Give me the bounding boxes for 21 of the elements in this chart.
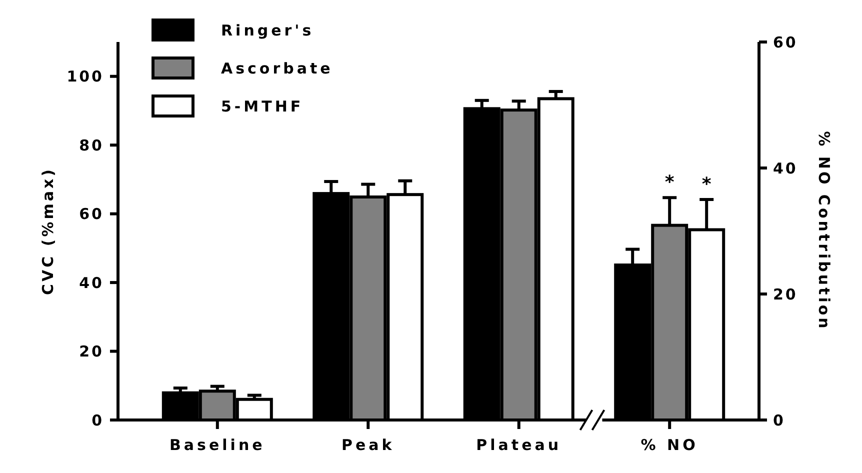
annotation: *: [664, 172, 675, 194]
y-tick-label: 80: [79, 136, 104, 154]
legend-label: Ascorbate: [221, 59, 334, 78]
y-tick-label: 20: [79, 342, 104, 361]
y2-tick-label: 20: [773, 285, 798, 304]
y-tick-label: 60: [79, 205, 104, 224]
x-tick-label: Peak: [342, 436, 395, 454]
y2-tick-label: 40: [773, 159, 798, 178]
y-tick-label: 0: [92, 411, 104, 430]
x-tick-label: % NO: [640, 436, 698, 454]
y2-tick-label: 0: [773, 411, 786, 430]
y2-axis-title: % NO Contribution: [815, 131, 833, 331]
legend-label: 5-MTHF: [221, 97, 304, 116]
annotation: *: [702, 174, 712, 196]
y-axis-title: CVC (%max): [39, 166, 57, 296]
y-tick-label: 100: [66, 68, 104, 86]
y-tick-label: 40: [79, 274, 104, 292]
y2-tick-label: 60: [773, 33, 798, 52]
x-tick-label: Plateau: [476, 436, 562, 454]
legend-label: Ringer's: [221, 21, 314, 40]
x-tick-label: Baseline: [170, 436, 266, 454]
